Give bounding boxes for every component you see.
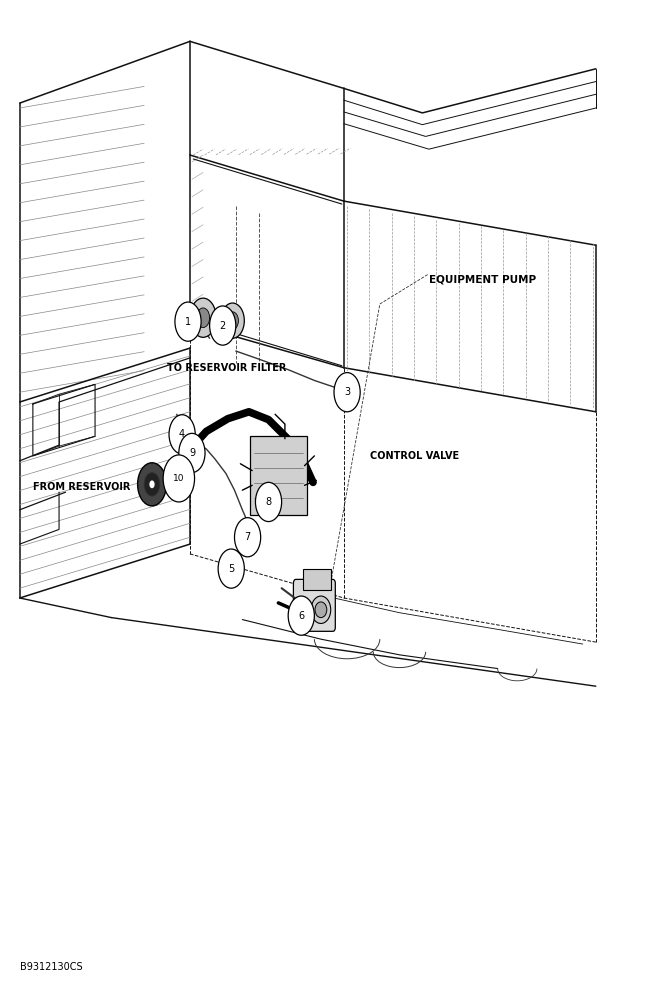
Text: 10: 10 [173, 474, 184, 483]
Text: TO RESERVOIR FILTER: TO RESERVOIR FILTER [167, 363, 287, 373]
Text: 8: 8 [265, 497, 272, 507]
Text: 1: 1 [185, 317, 191, 327]
Circle shape [150, 480, 154, 488]
Circle shape [288, 596, 315, 635]
FancyBboxPatch shape [250, 436, 307, 515]
Text: 9: 9 [189, 448, 195, 458]
FancyBboxPatch shape [303, 569, 331, 590]
Text: 4: 4 [179, 429, 185, 439]
Ellipse shape [315, 602, 327, 618]
Circle shape [190, 298, 216, 337]
Circle shape [175, 302, 201, 341]
Circle shape [234, 518, 261, 557]
Text: FROM RESERVOIR: FROM RESERVOIR [33, 482, 130, 492]
Circle shape [255, 482, 282, 522]
Text: 7: 7 [244, 532, 250, 542]
Circle shape [334, 373, 360, 412]
Circle shape [210, 306, 236, 345]
Circle shape [179, 433, 205, 473]
Text: 5: 5 [228, 564, 234, 574]
Circle shape [144, 473, 160, 496]
Circle shape [138, 463, 166, 506]
Circle shape [163, 455, 194, 502]
Ellipse shape [311, 596, 331, 623]
Circle shape [220, 303, 244, 338]
Circle shape [169, 415, 195, 454]
Text: 3: 3 [344, 387, 350, 397]
Circle shape [226, 312, 238, 329]
Text: B9312130CS: B9312130CS [20, 962, 82, 972]
Text: EQUIPMENT PUMP: EQUIPMENT PUMP [429, 274, 536, 284]
Text: 6: 6 [298, 611, 305, 621]
Circle shape [196, 308, 210, 328]
FancyBboxPatch shape [293, 579, 335, 631]
Text: 2: 2 [220, 321, 226, 331]
Text: CONTROL VALVE: CONTROL VALVE [370, 451, 459, 461]
Circle shape [218, 549, 244, 588]
